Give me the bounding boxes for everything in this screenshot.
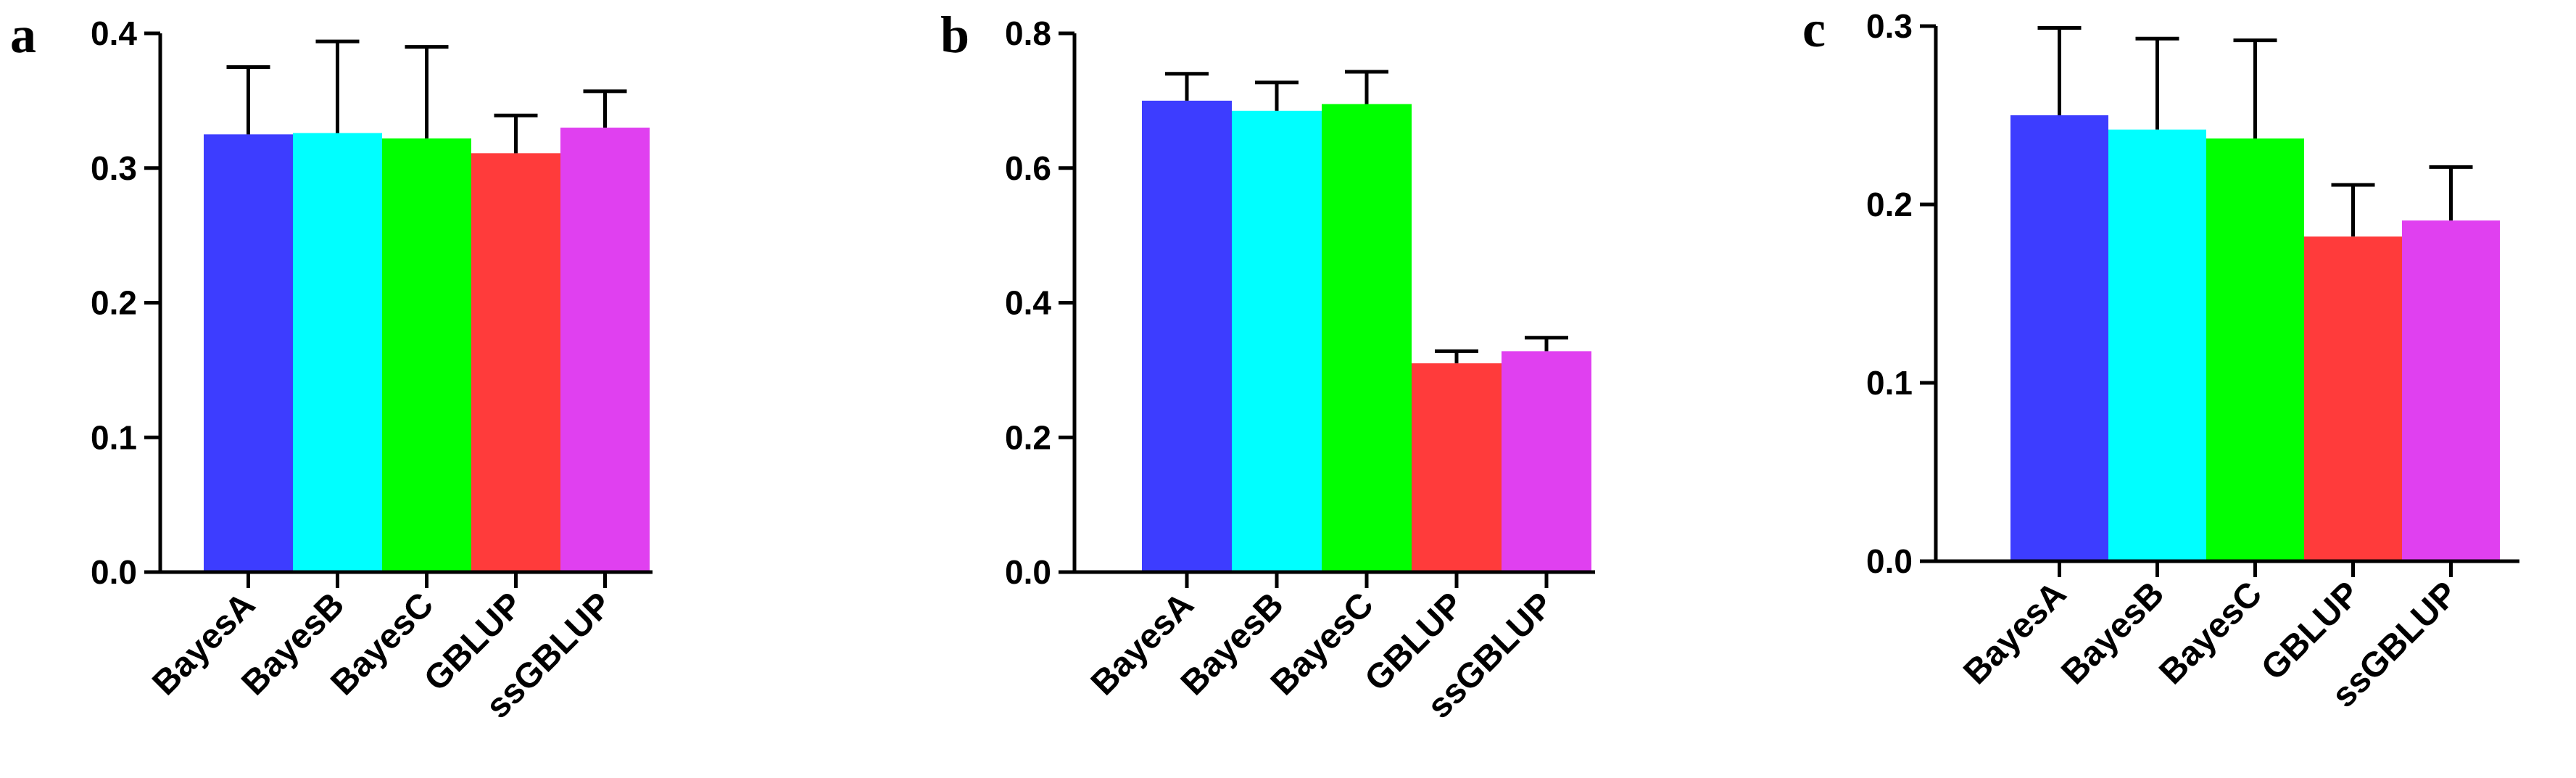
y-tick-label: 0.4 xyxy=(91,15,137,52)
chart-panel-c: c0.00.10.20.3BayesABayesBBayesCGBLUPssGB… xyxy=(1802,0,2519,715)
chart-panel-b: b0.00.20.40.60.8BayesABayesBBayesCGBLUPs… xyxy=(940,6,1595,726)
bar-ssGBLUP xyxy=(2402,220,2500,561)
bar-BayesB xyxy=(293,133,382,572)
y-tick-label: 0.0 xyxy=(1005,553,1051,591)
bar-GBLUP xyxy=(1412,363,1502,572)
panel-label: a xyxy=(10,6,36,64)
bar-BayesA xyxy=(204,134,293,572)
bar-BayesC xyxy=(382,138,471,572)
bar-BayesA xyxy=(2010,115,2108,561)
y-tick-label: 0.3 xyxy=(91,149,137,187)
bar-GBLUP xyxy=(471,153,560,572)
bar-GBLUP xyxy=(2304,236,2402,561)
y-tick-label: 0.2 xyxy=(1005,418,1051,456)
bar-BayesB xyxy=(2108,129,2206,561)
y-tick-label: 0.1 xyxy=(1866,364,1913,402)
bar-ssGBLUP xyxy=(560,128,650,572)
bar-BayesC xyxy=(1322,104,1412,573)
y-tick-label: 0.1 xyxy=(91,418,137,456)
x-tick-label: BayesA xyxy=(1956,574,2074,692)
y-tick-label: 0.8 xyxy=(1005,15,1051,52)
x-tick-label: BayesC xyxy=(2152,574,2269,692)
y-tick-label: 0.3 xyxy=(1866,7,1913,45)
bar-BayesB xyxy=(1232,110,1322,572)
bar-BayesA xyxy=(1142,100,1232,572)
panel-label: c xyxy=(1802,0,1826,58)
y-tick-label: 0.0 xyxy=(91,553,137,591)
y-tick-label: 0.2 xyxy=(1866,186,1913,223)
y-tick-label: 0.0 xyxy=(1866,542,1913,580)
bar-ssGBLUP xyxy=(1502,351,1591,572)
x-tick-label: BayesB xyxy=(2054,574,2171,692)
panel-label: b xyxy=(940,6,969,64)
y-tick-label: 0.2 xyxy=(91,284,137,322)
chart-panel-a: a0.00.10.20.30.4BayesABayesBBayesCGBLUPs… xyxy=(10,6,653,726)
bar-BayesC xyxy=(2206,138,2304,562)
y-tick-label: 0.6 xyxy=(1005,149,1051,187)
y-tick-label: 0.4 xyxy=(1005,284,1051,322)
